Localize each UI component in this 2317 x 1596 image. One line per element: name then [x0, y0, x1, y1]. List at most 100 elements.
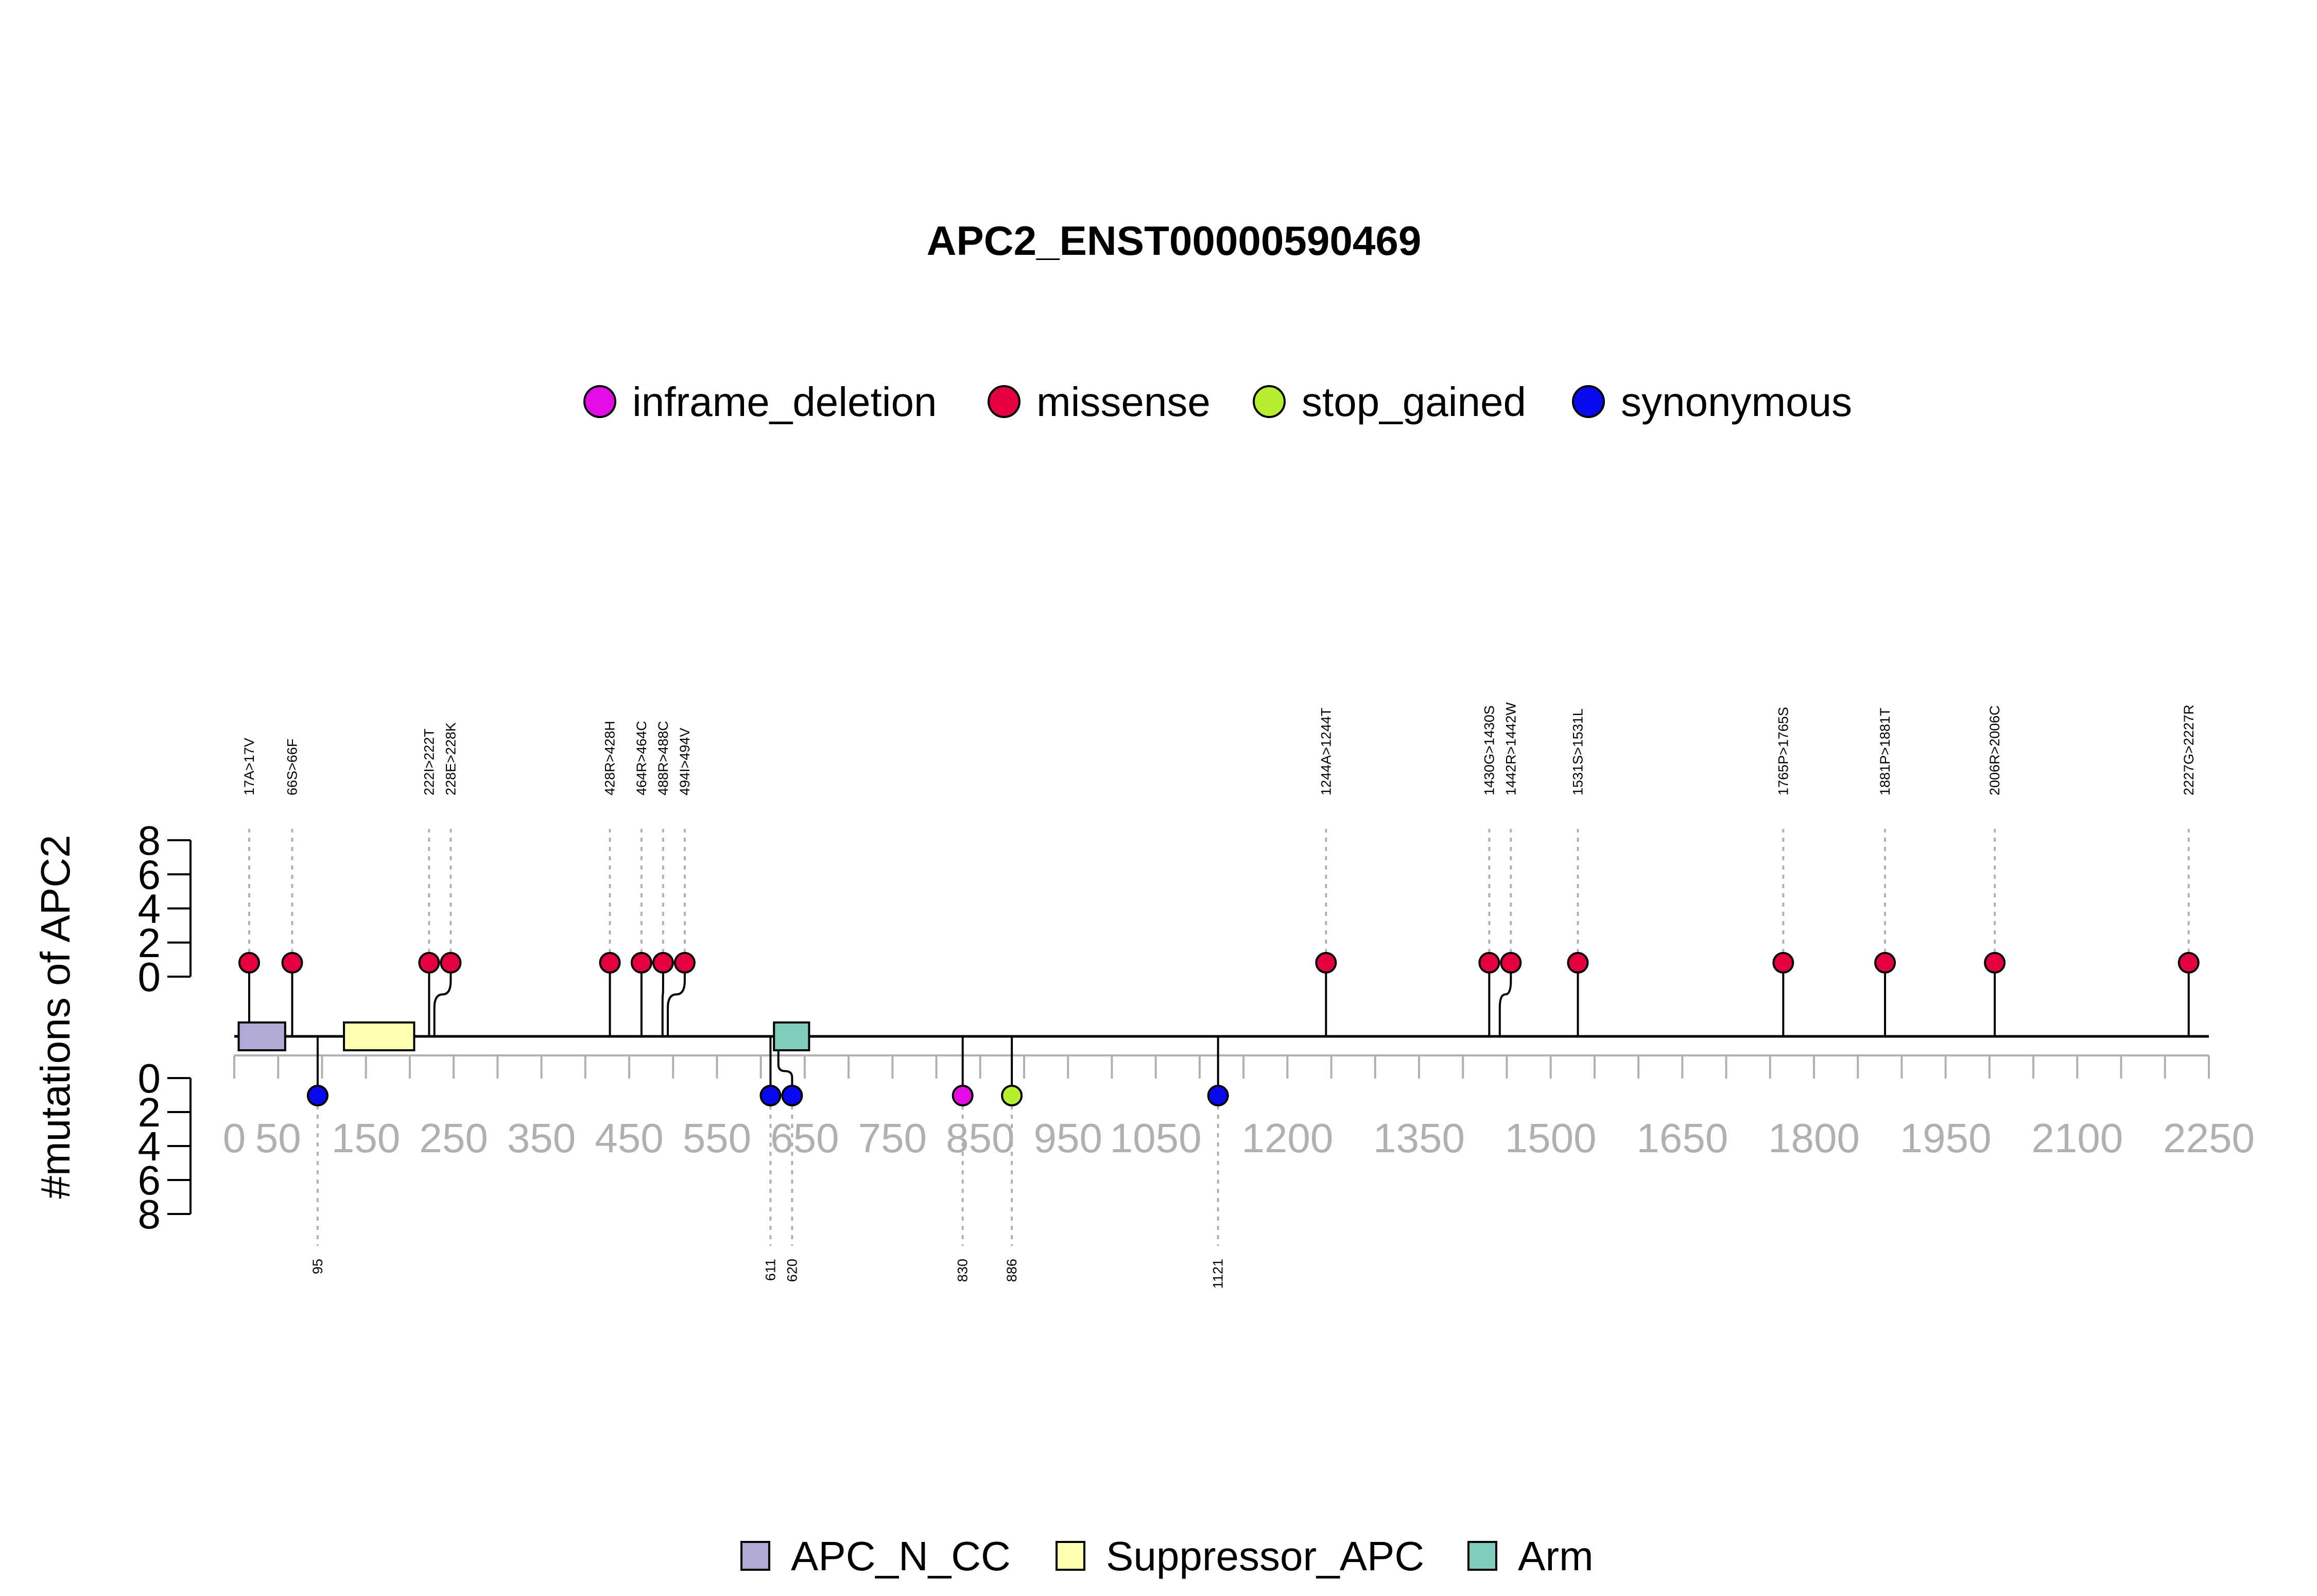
x-tick-label-0: 0 [223, 1115, 246, 1161]
x-tick-label-750: 750 [858, 1115, 927, 1161]
mutation-head-top-2006 [1984, 952, 2006, 974]
legend-marker-synonymous [1572, 385, 1605, 418]
y-tick-label-bottom-2: 2 [138, 1089, 161, 1135]
stem-top-228 [433, 963, 452, 1036]
y-tick-label-bottom-8: 8 [138, 1191, 161, 1237]
domain-Suppressor_APC [343, 1021, 416, 1051]
mutation-head-top-66 [281, 952, 303, 974]
legend-swatch-Suppressor_APC [1056, 1541, 1085, 1571]
legend-marker-stop_gained [1253, 385, 1286, 418]
y-tick-label-top-2: 2 [138, 920, 161, 966]
mutation-head-bottom-620 [781, 1085, 803, 1106]
mutation-label-1430: 1430G>1430S [1481, 705, 1497, 795]
x-tick-label-250: 250 [419, 1115, 488, 1161]
x-tick-label-550: 550 [683, 1115, 751, 1161]
legend-label-APC_N_CC: APC_N_CC [791, 1533, 1011, 1579]
x-tick-label-1650: 1650 [1636, 1115, 1728, 1161]
mutation-heads [238, 952, 2200, 1106]
x-tick-label-1350: 1350 [1373, 1115, 1465, 1161]
mutation-label-66: 66S>66F [284, 739, 300, 795]
mutation-head-top-1765 [1772, 952, 1794, 974]
stem-top-1442 [1498, 963, 1512, 1036]
mutation-head-top-1442 [1500, 952, 1522, 974]
mutation-head-top-488 [652, 952, 674, 974]
mutation-head-bottom-1121 [1207, 1085, 1229, 1106]
legend-swatch-Arm [1467, 1541, 1497, 1571]
mutation-label-620: 620 [784, 1259, 800, 1282]
legend-label-synonymous: synonymous [1621, 379, 1852, 425]
mutation-label-830: 830 [955, 1259, 971, 1282]
x-tick-label-2250: 2250 [2163, 1115, 2255, 1161]
mutation-label-464: 464R>464C [634, 721, 649, 795]
mutation-head-top-17 [238, 952, 260, 974]
legend-label-inframe_deletion: inframe_deletion [632, 379, 937, 425]
domain-Arm [773, 1021, 810, 1051]
domain-APC_N_CC [237, 1021, 286, 1051]
legend-swatch-APC_N_CC [740, 1541, 770, 1571]
legend-marker-missense [988, 385, 1021, 418]
mutation-head-top-228 [440, 952, 462, 974]
mutation-label-228: 228E>228K [443, 722, 458, 795]
mutation-label-1881: 1881P>1881T [1877, 708, 1893, 795]
mutation-label-17: 17A>17V [241, 738, 257, 795]
mutation-label-1121: 1121 [1211, 1259, 1226, 1289]
mutation-label-1765: 1765P>1765S [1775, 707, 1791, 795]
legend-marker-inframe_deletion [583, 385, 616, 418]
mutation-head-bottom-95 [306, 1085, 328, 1106]
mutation-label-1531: 1531S>1531L [1570, 708, 1586, 795]
mutation-label-488: 488R>488C [655, 721, 671, 795]
x-tick-label-1800: 1800 [1768, 1115, 1860, 1161]
mutation-head-top-1881 [1874, 952, 1896, 974]
y-tick-label-top-6: 6 [138, 852, 161, 897]
mutation-head-top-464 [630, 952, 652, 974]
y-axis-title: #mutations of APC2 [32, 835, 78, 1199]
mutation-head-top-1430 [1478, 952, 1500, 974]
mutation-head-bottom-886 [1001, 1085, 1023, 1106]
mutation-head-top-222 [418, 952, 440, 974]
mutation-label-494: 494I>494V [677, 728, 693, 795]
y-tick-label-top-8: 8 [138, 818, 161, 863]
y-tick-label-bottom-0: 0 [138, 1055, 161, 1101]
mutation-label-886: 886 [1004, 1259, 1019, 1282]
stem-top-494 [667, 963, 686, 1036]
stem-bottom-620 [777, 1036, 793, 1096]
x-tick-label-2100: 2100 [2031, 1115, 2123, 1161]
x-axis: 0 50 150 250 350 450 550 650 750 850 950 1050 1200 13… [223, 1054, 2255, 1161]
mutation-head-top-1244 [1315, 952, 1337, 974]
x-tick-label-1950: 1950 [1900, 1115, 1992, 1161]
legend-label-missense: missense [1036, 379, 1211, 425]
x-tick-label-650: 650 [770, 1115, 839, 1161]
x-tick-label-850: 850 [946, 1115, 1014, 1161]
y-tick-label-bottom-6: 6 [138, 1157, 161, 1203]
x-tick-label-950: 950 [1033, 1115, 1102, 1161]
x-tick-label-50: 50 [255, 1115, 301, 1161]
legend-label-Suppressor_APC: Suppressor_APC [1106, 1533, 1424, 1579]
x-tick-label-1050: 1050 [1110, 1115, 1202, 1161]
mutation-head-top-1531 [1567, 952, 1589, 974]
protein-domains [237, 1021, 810, 1051]
mutation-label-1244: 1244A>1244T [1318, 708, 1334, 795]
x-tick-label-350: 350 [507, 1115, 576, 1161]
mutation-label-95: 95 [310, 1259, 325, 1274]
x-tick-label-150: 150 [332, 1115, 400, 1161]
mutation-label-1442: 1442R>1442W [1503, 702, 1518, 795]
mutation-label-428: 428R>428H [602, 721, 618, 795]
chart-title: APC2_ENST00000590469 [927, 218, 1422, 264]
mutation-label-2227: 2227G>2227R [2181, 705, 2197, 795]
y-tick-label-bottom-4: 4 [138, 1123, 161, 1169]
mutation-labels: 17A>17V 66S>66F 222I>222T 228E>228K 428R>428… [241, 702, 2197, 1289]
x-tick-label-450: 450 [595, 1115, 663, 1161]
mutation-head-bottom-830 [952, 1085, 974, 1106]
mutation-head-top-428 [599, 952, 621, 974]
legend-label-Arm: Arm [1518, 1533, 1594, 1579]
mutation-legend: inframe_deletion missense stop_gained synon… [583, 379, 1852, 425]
mutation-head-top-2227 [2177, 952, 2200, 974]
mutation-label-222: 222I>222T [421, 728, 437, 795]
mutation-label-2006: 2006R>2006C [1987, 705, 2002, 795]
legend-label-stop_gained: stop_gained [1302, 379, 1526, 425]
x-tick-label-1200: 1200 [1241, 1115, 1333, 1161]
